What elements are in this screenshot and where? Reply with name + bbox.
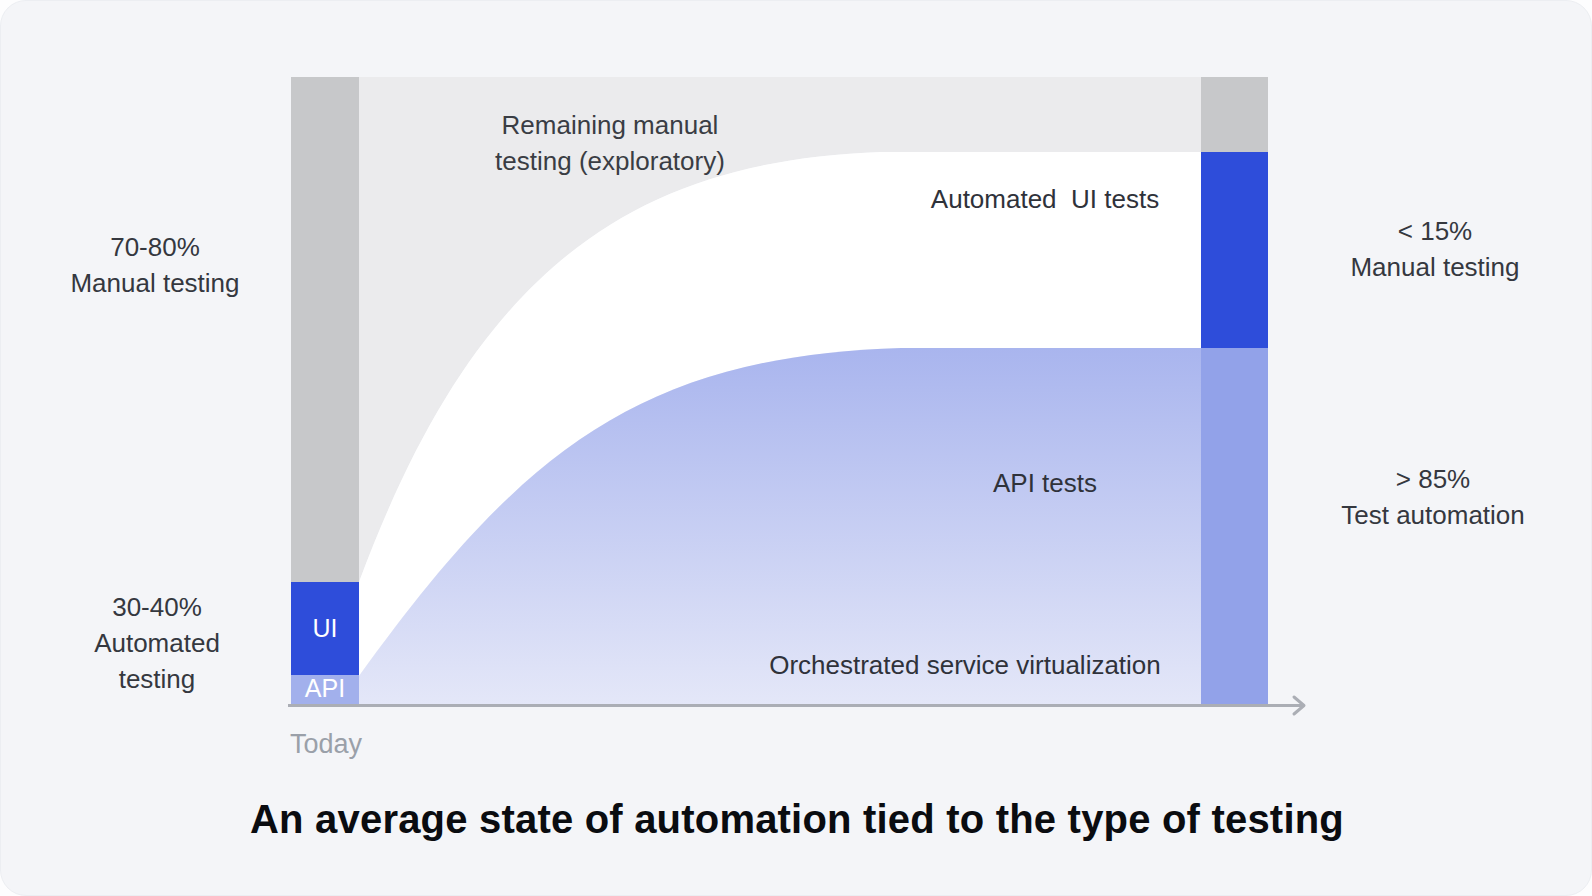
left-bar-api-label: API	[291, 673, 359, 704]
x-axis-today-label: Today	[290, 729, 362, 760]
left-manual-annotation: 70-80% Manual testing	[25, 229, 285, 301]
right-manual-annotation: < 15% Manual testing	[1305, 213, 1565, 285]
chart-card: 70-80% Manual testing 30-40% Automated t…	[0, 0, 1592, 896]
flow-label-remaining-manual: Remaining manual testing (exploratory)	[449, 107, 771, 179]
right-bar-manual-segment	[1201, 77, 1268, 152]
left-automated-annotation: 30-40% Automated testing	[27, 589, 287, 697]
flow-label-automated-ui: Automated UI tests	[885, 181, 1205, 217]
flow-label-orchestrated: Orchestrated service virtualization	[715, 647, 1215, 683]
flow-chart-canvas	[1, 1, 1592, 896]
left-bar-ui-label: UI	[291, 582, 359, 675]
right-bar-ui-segment	[1201, 152, 1268, 348]
right-automation-annotation: > 85% Test automation	[1303, 461, 1563, 533]
chart-title: An average state of automation tied to t…	[1, 797, 1592, 842]
left-bar-manual-segment	[291, 77, 359, 582]
flow-label-api-tests: API tests	[915, 465, 1175, 501]
